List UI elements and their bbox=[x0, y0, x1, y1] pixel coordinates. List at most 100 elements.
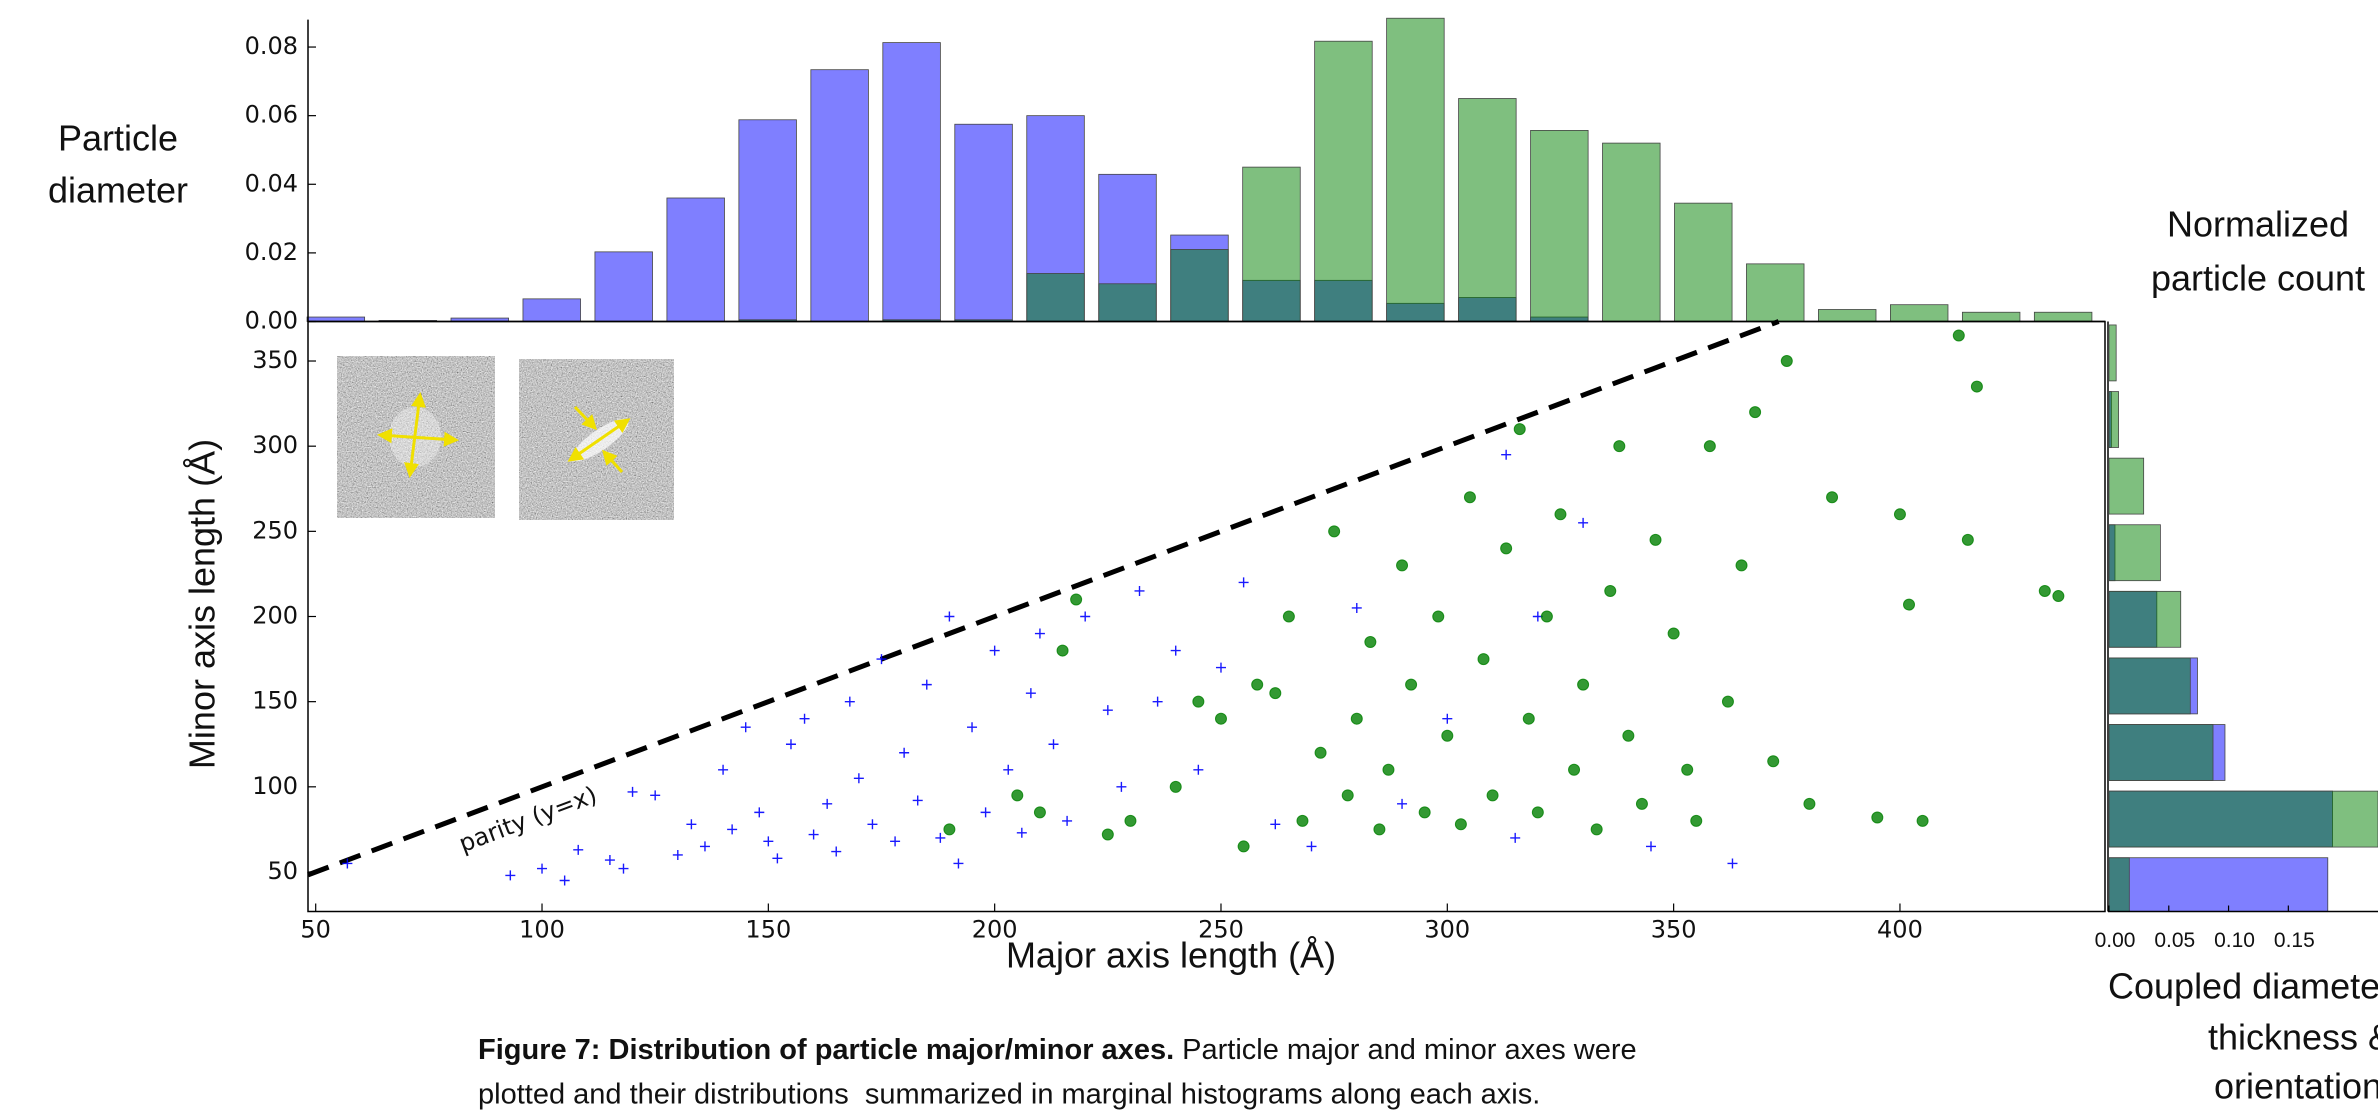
point bbox=[1296, 814, 1309, 827]
x-tick-label: 0.10 bbox=[2214, 929, 2255, 952]
point bbox=[1070, 593, 1083, 606]
point bbox=[342, 858, 353, 869]
point bbox=[772, 853, 783, 864]
bar bbox=[1170, 249, 1229, 322]
point bbox=[1578, 517, 1589, 528]
point bbox=[1270, 819, 1281, 830]
point bbox=[1016, 827, 1027, 838]
y-tick-label: 50 bbox=[267, 857, 298, 885]
bar bbox=[2109, 790, 2378, 848]
point bbox=[1568, 763, 1581, 776]
point bbox=[1397, 798, 1408, 809]
point bbox=[935, 832, 946, 843]
point bbox=[1721, 695, 1734, 708]
point bbox=[1703, 440, 1716, 453]
y-tick-label: 0.00 bbox=[245, 307, 298, 335]
point bbox=[1251, 678, 1264, 691]
point bbox=[1062, 815, 1073, 826]
point bbox=[1442, 713, 1453, 724]
bar bbox=[1818, 309, 1877, 322]
bar bbox=[2109, 724, 2214, 781]
point bbox=[1341, 789, 1354, 802]
point bbox=[1003, 764, 1014, 775]
y-tick-label: 350 bbox=[252, 346, 298, 374]
point bbox=[1463, 491, 1476, 504]
point bbox=[1577, 678, 1590, 691]
caption-title: Figure 7: Distribution of particle major… bbox=[478, 1034, 1174, 1066]
point bbox=[844, 696, 855, 707]
point bbox=[1314, 746, 1327, 759]
bar bbox=[1890, 304, 1949, 322]
bar bbox=[2109, 457, 2145, 515]
point bbox=[1170, 645, 1181, 656]
bar bbox=[2109, 657, 2191, 715]
side-label: Coupled diameter, bbox=[2108, 966, 2378, 1007]
point bbox=[1033, 806, 1046, 819]
point bbox=[1486, 789, 1499, 802]
point bbox=[2038, 584, 2051, 597]
point bbox=[1510, 832, 1521, 843]
point bbox=[1780, 355, 1793, 368]
point bbox=[1635, 797, 1648, 810]
x-tick-label: 150 bbox=[745, 916, 791, 944]
bar bbox=[1602, 142, 1661, 322]
point bbox=[1961, 533, 1974, 546]
point bbox=[980, 807, 991, 818]
arrow bbox=[567, 418, 631, 462]
point bbox=[1124, 814, 1137, 827]
y-axis-title: Minor axis length (Å) bbox=[182, 439, 223, 769]
side-label: diameter bbox=[48, 170, 188, 211]
point bbox=[1681, 763, 1694, 776]
histogram: 0.00 0.05 0.10 0.15 bbox=[2095, 321, 2378, 952]
point bbox=[1531, 806, 1544, 819]
x-tick-label: 100 bbox=[519, 916, 565, 944]
point bbox=[1373, 823, 1386, 836]
point bbox=[1048, 739, 1059, 750]
point bbox=[1916, 814, 1929, 827]
point bbox=[1454, 818, 1467, 831]
point bbox=[876, 654, 887, 665]
point bbox=[1735, 559, 1748, 572]
side-label: orientation bbox=[2214, 1066, 2378, 1107]
point bbox=[912, 795, 923, 806]
point bbox=[1477, 653, 1490, 666]
point bbox=[1690, 814, 1703, 827]
point bbox=[1613, 440, 1626, 453]
point bbox=[2052, 590, 2065, 603]
point bbox=[967, 722, 978, 733]
point bbox=[1441, 729, 1454, 742]
point bbox=[1590, 823, 1603, 836]
y-tick-label: 0.06 bbox=[245, 101, 298, 129]
bar bbox=[810, 69, 869, 322]
point bbox=[1500, 542, 1513, 555]
bar bbox=[2109, 590, 2182, 648]
x-tick-label: 50 bbox=[300, 916, 331, 944]
histogram: 0.00 0.02 0.04 0.06 0.08 bbox=[245, 17, 2105, 335]
point bbox=[618, 863, 629, 874]
y-tick-label: 200 bbox=[252, 602, 298, 630]
bar bbox=[1961, 311, 2021, 322]
point bbox=[1238, 577, 1249, 588]
bar bbox=[1314, 40, 1373, 322]
y-tick-label: 0.08 bbox=[245, 32, 298, 60]
point bbox=[1803, 797, 1816, 810]
bar bbox=[1026, 273, 1085, 322]
point bbox=[1604, 584, 1617, 597]
bar bbox=[1386, 17, 1445, 322]
scatter: parity (y=x)50 100 150 200 250 300 350 40050100… bbox=[182, 319, 2106, 976]
caption-line: Figure 7: Distribution of particle major… bbox=[478, 1034, 1637, 1066]
bar bbox=[2109, 524, 2161, 582]
point bbox=[1893, 508, 1906, 521]
point bbox=[1649, 533, 1662, 546]
point bbox=[1522, 712, 1535, 725]
point bbox=[686, 819, 697, 830]
point bbox=[953, 858, 964, 869]
point bbox=[1056, 644, 1069, 657]
point bbox=[1237, 840, 1250, 853]
point bbox=[1214, 712, 1227, 725]
point bbox=[740, 722, 751, 733]
point bbox=[1749, 406, 1762, 419]
arrow bbox=[573, 405, 598, 431]
arrow bbox=[601, 449, 624, 474]
point bbox=[899, 747, 910, 758]
